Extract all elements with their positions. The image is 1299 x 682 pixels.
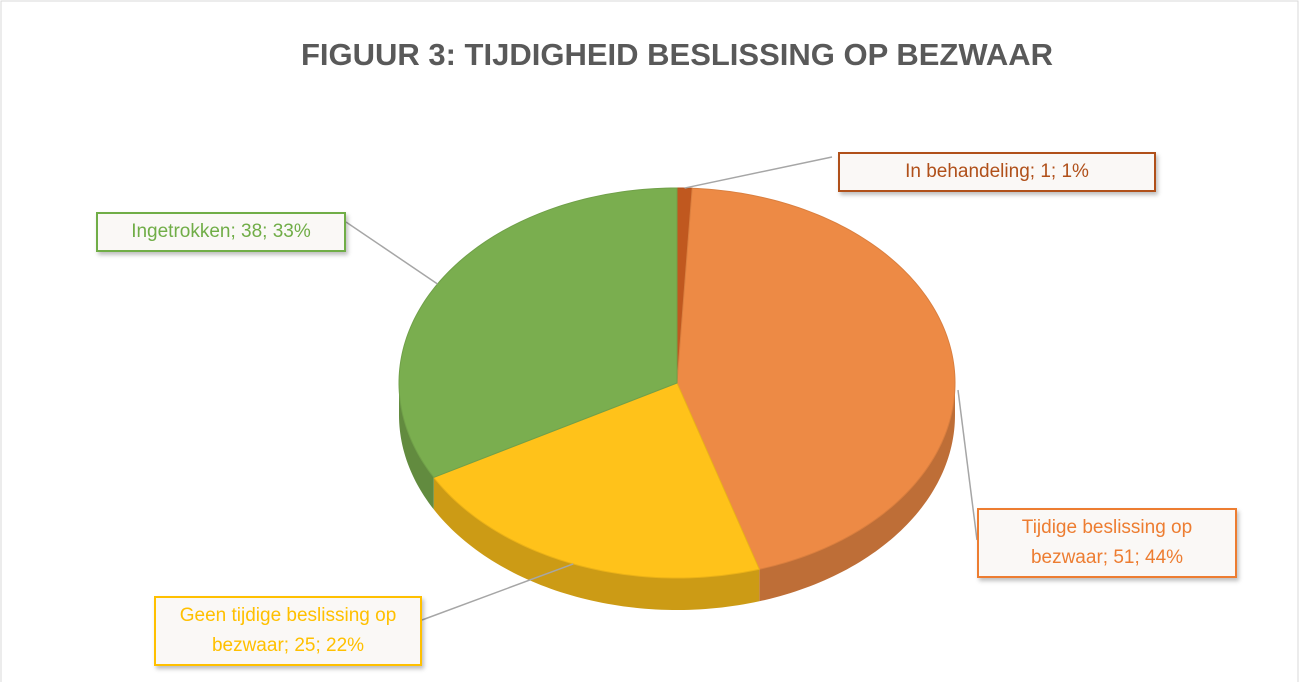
data-label: Geen tijdige beslissing op bezwaar; 25; … (154, 596, 422, 666)
slice-side (399, 383, 434, 510)
leader-line (684, 156, 833, 189)
leader-line (421, 563, 574, 621)
chart-title: FIGUUR 3: TIJDIGHEID BESLISSING OP BEZWA… (301, 37, 1053, 72)
slice-side (759, 383, 955, 602)
leader-line (957, 389, 978, 541)
slice-side (433, 477, 760, 610)
slice (398, 187, 678, 479)
data-label: Ingetrokken; 38; 33% (96, 212, 346, 252)
slice (676, 187, 956, 570)
data-label: In behandeling; 1; 1% (838, 152, 1156, 192)
leader-line (345, 221, 438, 285)
data-label: Tijdige beslissing op bezwaar; 51; 44% (977, 508, 1237, 578)
slice (432, 382, 760, 579)
